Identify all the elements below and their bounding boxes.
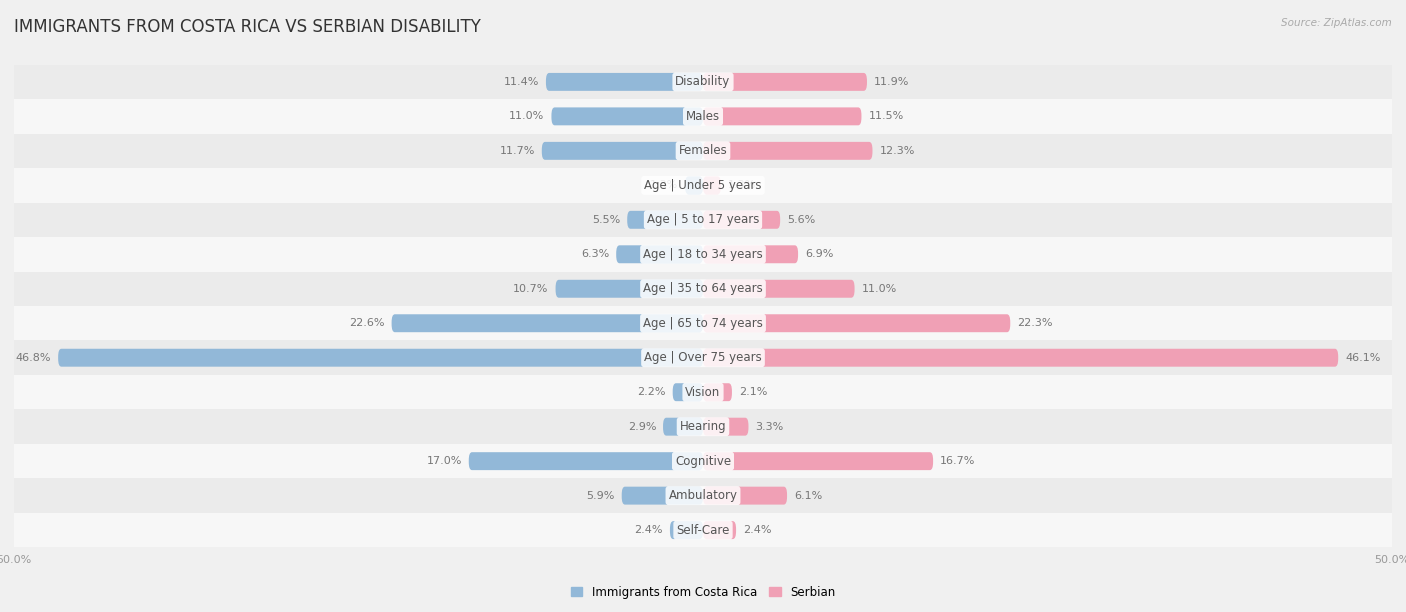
FancyBboxPatch shape (616, 245, 703, 263)
Text: 11.5%: 11.5% (869, 111, 904, 121)
FancyBboxPatch shape (14, 306, 1392, 340)
Legend: Immigrants from Costa Rica, Serbian: Immigrants from Costa Rica, Serbian (565, 581, 841, 603)
FancyBboxPatch shape (14, 99, 1392, 133)
FancyBboxPatch shape (14, 168, 1392, 203)
FancyBboxPatch shape (468, 452, 703, 470)
Text: 11.7%: 11.7% (499, 146, 534, 156)
FancyBboxPatch shape (685, 176, 703, 194)
FancyBboxPatch shape (703, 418, 748, 436)
Text: Age | 5 to 17 years: Age | 5 to 17 years (647, 214, 759, 226)
Text: Males: Males (686, 110, 720, 123)
FancyBboxPatch shape (551, 107, 703, 125)
FancyBboxPatch shape (14, 340, 1392, 375)
Text: 1.3%: 1.3% (650, 181, 678, 190)
Text: 22.3%: 22.3% (1017, 318, 1053, 328)
FancyBboxPatch shape (541, 142, 703, 160)
FancyBboxPatch shape (14, 237, 1392, 272)
FancyBboxPatch shape (703, 142, 873, 160)
FancyBboxPatch shape (703, 349, 1339, 367)
Text: Hearing: Hearing (679, 420, 727, 433)
FancyBboxPatch shape (664, 418, 703, 436)
FancyBboxPatch shape (14, 513, 1392, 547)
Text: 6.1%: 6.1% (794, 491, 823, 501)
FancyBboxPatch shape (703, 315, 1011, 332)
Text: 2.4%: 2.4% (634, 525, 664, 535)
Text: Age | 35 to 64 years: Age | 35 to 64 years (643, 282, 763, 295)
FancyBboxPatch shape (14, 375, 1392, 409)
FancyBboxPatch shape (703, 176, 721, 194)
FancyBboxPatch shape (14, 65, 1392, 99)
Text: 46.1%: 46.1% (1346, 353, 1381, 363)
Text: Cognitive: Cognitive (675, 455, 731, 468)
FancyBboxPatch shape (392, 315, 703, 332)
Text: Disability: Disability (675, 75, 731, 88)
FancyBboxPatch shape (14, 272, 1392, 306)
Text: IMMIGRANTS FROM COSTA RICA VS SERBIAN DISABILITY: IMMIGRANTS FROM COSTA RICA VS SERBIAN DI… (14, 18, 481, 36)
Text: 3.3%: 3.3% (755, 422, 783, 431)
FancyBboxPatch shape (14, 133, 1392, 168)
Text: 22.6%: 22.6% (349, 318, 385, 328)
Text: 10.7%: 10.7% (513, 284, 548, 294)
FancyBboxPatch shape (58, 349, 703, 367)
Text: 11.9%: 11.9% (875, 77, 910, 87)
Text: Age | 65 to 74 years: Age | 65 to 74 years (643, 317, 763, 330)
FancyBboxPatch shape (546, 73, 703, 91)
Text: Self-Care: Self-Care (676, 524, 730, 537)
FancyBboxPatch shape (703, 452, 934, 470)
FancyBboxPatch shape (703, 245, 799, 263)
Text: 2.2%: 2.2% (637, 387, 666, 397)
FancyBboxPatch shape (14, 479, 1392, 513)
FancyBboxPatch shape (14, 203, 1392, 237)
Text: 11.0%: 11.0% (509, 111, 544, 121)
FancyBboxPatch shape (14, 409, 1392, 444)
Text: 11.4%: 11.4% (503, 77, 538, 87)
Text: Age | 18 to 34 years: Age | 18 to 34 years (643, 248, 763, 261)
Text: 2.1%: 2.1% (738, 387, 768, 397)
Text: Age | Under 5 years: Age | Under 5 years (644, 179, 762, 192)
FancyBboxPatch shape (703, 211, 780, 229)
FancyBboxPatch shape (703, 280, 855, 297)
FancyBboxPatch shape (627, 211, 703, 229)
Text: Vision: Vision (685, 386, 721, 398)
Text: 6.9%: 6.9% (806, 249, 834, 259)
FancyBboxPatch shape (669, 521, 703, 539)
Text: 5.6%: 5.6% (787, 215, 815, 225)
FancyBboxPatch shape (703, 383, 733, 401)
Text: 2.9%: 2.9% (627, 422, 657, 431)
FancyBboxPatch shape (555, 280, 703, 297)
Text: Ambulatory: Ambulatory (668, 489, 738, 502)
FancyBboxPatch shape (672, 383, 703, 401)
FancyBboxPatch shape (703, 73, 868, 91)
Text: 1.3%: 1.3% (728, 181, 756, 190)
Text: Source: ZipAtlas.com: Source: ZipAtlas.com (1281, 18, 1392, 28)
Text: Age | Over 75 years: Age | Over 75 years (644, 351, 762, 364)
FancyBboxPatch shape (14, 444, 1392, 479)
Text: 5.5%: 5.5% (592, 215, 620, 225)
Text: 12.3%: 12.3% (879, 146, 915, 156)
FancyBboxPatch shape (703, 107, 862, 125)
FancyBboxPatch shape (703, 521, 737, 539)
FancyBboxPatch shape (621, 487, 703, 505)
Text: 2.4%: 2.4% (742, 525, 772, 535)
Text: 11.0%: 11.0% (862, 284, 897, 294)
Text: Females: Females (679, 144, 727, 157)
Text: 16.7%: 16.7% (941, 456, 976, 466)
Text: 46.8%: 46.8% (15, 353, 51, 363)
Text: 6.3%: 6.3% (581, 249, 609, 259)
Text: 5.9%: 5.9% (586, 491, 614, 501)
Text: 17.0%: 17.0% (426, 456, 461, 466)
FancyBboxPatch shape (703, 487, 787, 505)
